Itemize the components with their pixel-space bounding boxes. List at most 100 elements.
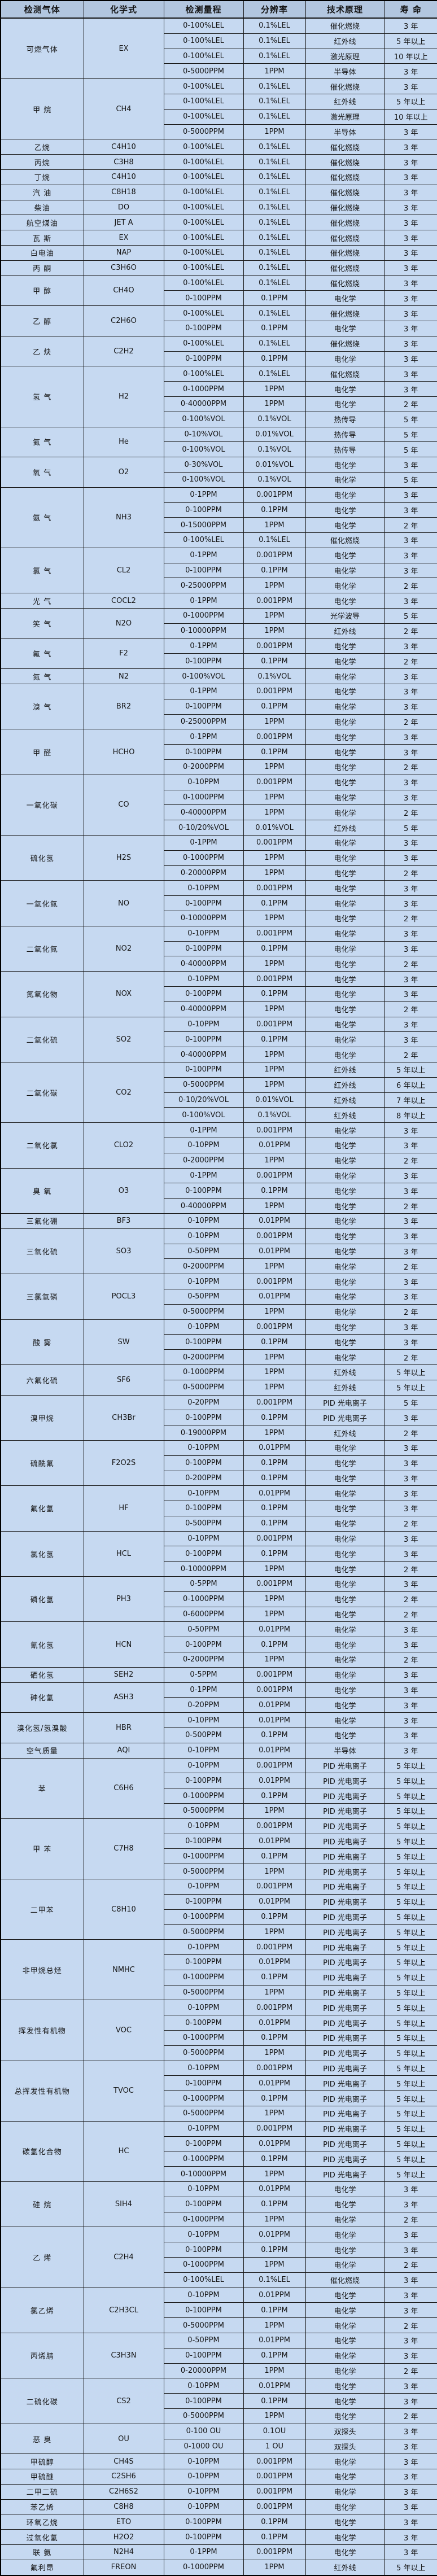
resolution-cell: 0.01PPM xyxy=(243,2227,306,2243)
formula-cell: COCL2 xyxy=(83,593,164,609)
lifespan-cell: 3 年 xyxy=(384,335,437,352)
gas-name-cell: 氮氧化物 xyxy=(0,971,84,1017)
table-row: 0-40000PPM 1PPM 电化学 2 年 xyxy=(1,1047,437,1062)
principle-cell: PID 光电离子 xyxy=(305,2030,385,2046)
resolution-cell: 0.1PPM xyxy=(243,562,306,579)
principle-cell: 双探头 xyxy=(305,2423,385,2439)
lifespan-cell: 3 年 xyxy=(384,2347,437,2364)
lifespan-cell: 2 年 xyxy=(384,2256,437,2273)
principle-cell: 电化学 xyxy=(305,1001,385,1017)
range-cell: 0-1PPM xyxy=(163,547,244,563)
resolution-cell: 0.001PPM xyxy=(243,729,306,745)
formula-cell: HCN xyxy=(83,1621,164,1668)
table-row: 0-100PPM 0.1PPM 电化学 3 年 xyxy=(1,1183,437,1199)
range-cell: 0-1000PPM xyxy=(163,2211,244,2228)
table-row: 0-10PPM 0.01PPM 电化学 3 年 xyxy=(1,1137,437,1153)
resolution-cell: 0.01PPM xyxy=(243,1742,306,1759)
lifespan-cell: 3 年 xyxy=(384,1501,437,1516)
range-cell: 0-100PPM xyxy=(163,2015,244,2031)
lifespan-cell: 3 年 xyxy=(384,2423,437,2439)
gas-table-body: 可燃气体 EX 0-100%LEL 0.1%LEL 催化燃烧 3 年 0-100%LEL 0.… xyxy=(0,18,437,2576)
formula-cell: C8H18 xyxy=(83,184,164,200)
principle-cell: 电化学 xyxy=(305,911,385,926)
lifespan-cell: 3 年 xyxy=(384,1667,437,1683)
resolution-cell: 0.1PPM xyxy=(243,1727,306,1743)
resolution-cell: 0.1PPM xyxy=(243,1909,306,1925)
resolution-cell: 0.001PPM xyxy=(243,1879,306,1895)
resolution-cell: 0.1PPM xyxy=(243,320,306,336)
resolution-cell: 0.001PPM xyxy=(243,2469,306,2485)
table-row: 0-100%LEL 0.1%LEL 激光原理 10 年以上 xyxy=(1,48,437,64)
table-row: 0-100%VOL 0.1%VOL 红外线 8 年以上 xyxy=(1,1107,437,1123)
lifespan-cell: 5 年以上 xyxy=(384,2120,437,2137)
lifespan-cell: 3 年 xyxy=(384,774,437,790)
formula-cell: O2 xyxy=(83,457,164,488)
range-cell: 0-1000PPM xyxy=(163,1591,244,1607)
resolution-cell: 0.1%LEL xyxy=(243,184,306,200)
resolution-cell: 0.001PPM xyxy=(243,2120,306,2137)
range-cell: 0-5000PPM xyxy=(163,1379,244,1396)
range-cell: 0-100%LEL xyxy=(163,2272,244,2288)
table-row: 0-25000PPM 1PPM 电化学 2 年 xyxy=(1,578,437,594)
range-cell: 0-5PPM xyxy=(163,1576,244,1592)
lifespan-cell: 3 年 xyxy=(384,2302,437,2319)
gas-name-cell: 酸 雾 xyxy=(0,1319,84,1365)
table-row: 0-100PPM 0.01PPM PID 光电离子 5 年以上 xyxy=(1,1833,437,1849)
resolution-cell: 1PPM xyxy=(243,1561,306,1577)
principle-cell: 催化燃烧 xyxy=(305,335,385,352)
range-cell: 0-1PPM xyxy=(163,1167,244,1184)
principle-cell: 电化学 xyxy=(305,1591,385,1607)
principle-cell: 电化学 xyxy=(305,1198,385,1214)
lifespan-cell: 3 年 xyxy=(384,941,437,957)
resolution-cell: 0.001PPM xyxy=(243,2000,306,2016)
lifespan-cell: 3 年 xyxy=(384,638,437,654)
range-cell: 0-20000PPM xyxy=(163,2363,244,2379)
principle-cell: 电化学 xyxy=(305,638,385,654)
principle-cell: 电化学 xyxy=(305,1213,385,1229)
range-cell: 0-10000PPM xyxy=(163,2166,244,2182)
lifespan-cell: 5 年以上 xyxy=(384,1909,437,1925)
formula-cell: SEH2 xyxy=(83,1667,164,1683)
lifespan-cell: 3 年 xyxy=(384,2181,437,2197)
resolution-cell: 0.1%VOL xyxy=(243,471,306,488)
principle-cell: 电化学 xyxy=(305,986,385,1002)
range-cell: 0-1000 OU xyxy=(163,2438,244,2455)
range-cell: 0-100%LEL xyxy=(163,78,244,94)
resolution-cell: 0.01PPM xyxy=(243,1712,306,1729)
gas-name-cell: 汽 油 xyxy=(0,184,84,200)
table-row: 一氧化碳 CO 0-10PPM 0.001PPM 电化学 3 年 xyxy=(0,774,437,836)
range-cell: 0-100PPM xyxy=(163,1501,244,1516)
formula-cell: HC xyxy=(83,2120,164,2182)
lifespan-cell: 2 年 xyxy=(384,1258,437,1275)
lifespan-cell: 3 年 xyxy=(384,2499,437,2515)
resolution-cell: 1PPM xyxy=(243,2408,306,2424)
gas-name-cell: 甲 醇 xyxy=(0,275,84,307)
range-cell: 0-25000PPM xyxy=(163,578,244,594)
resolution-cell: 0.001PPM xyxy=(243,1319,306,1335)
table-row: 0-100PPM 0.1PPM 电化学 3 年 xyxy=(1,562,437,579)
range-cell: 0-10000PPM xyxy=(163,623,244,639)
gas-name-cell: 二氧化硫 xyxy=(0,1016,84,1062)
range-cell: 0-1000PPM xyxy=(163,1848,244,1865)
lifespan-cell: 3 年 xyxy=(384,1712,437,1729)
resolution-cell: 0.1%LEL xyxy=(243,305,306,321)
lifespan-cell: 3 年 xyxy=(384,169,437,185)
range-cell: 0-10PPM xyxy=(163,880,244,896)
formula-cell: H2 xyxy=(83,366,164,427)
table-row: 空气质量 AQI 0-10PPM 0.01PPM 半导体 3 年 xyxy=(0,1742,437,1759)
principle-cell: 电化学 xyxy=(305,2378,385,2394)
resolution-cell: 0.01PPM xyxy=(243,2181,306,2197)
table-row: 甲 烷 CH4 0-100%LEL 0.1%LEL 催化燃烧 3 年 xyxy=(0,78,437,140)
range-cell: 0-10PPM xyxy=(163,925,244,942)
formula-cell: ASH3 xyxy=(83,1682,164,1713)
principle-cell: PID 光电离子 xyxy=(305,1773,385,1789)
table-row: 可燃气体 EX 0-100%LEL 0.1%LEL 催化燃烧 3 年 xyxy=(0,18,437,80)
range-cell: 0-10PPM xyxy=(163,2120,244,2137)
table-row: 0-500PPM 0.1PPM 电化学 2 年 xyxy=(1,1515,437,1532)
principle-cell: 电化学 xyxy=(305,2544,385,2560)
formula-cell: SF6 xyxy=(83,1364,164,1396)
table-row: 臭 氧 O3 0-1PPM 0.001PPM 电化学 3 年 xyxy=(0,1167,437,1214)
range-cell: 0-2000PPM xyxy=(163,759,244,775)
range-cell: 0-10PPM xyxy=(163,2453,244,2470)
principle-cell: 电化学 xyxy=(305,729,385,745)
